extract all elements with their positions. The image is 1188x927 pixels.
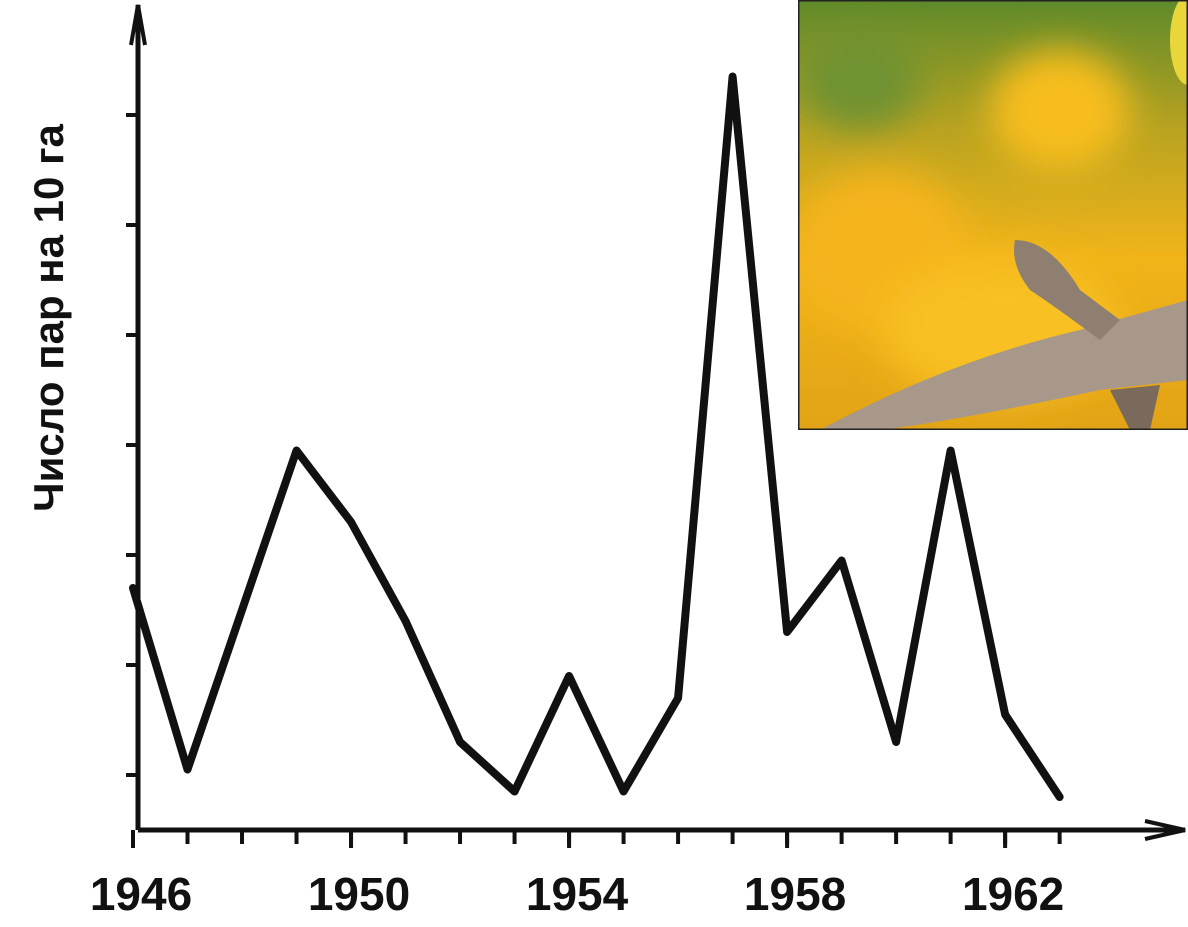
x-tick-label: 1962 (962, 868, 1064, 920)
x-tick-label: 1958 (744, 868, 846, 920)
y-axis-label: Число пар на 10 га (25, 123, 72, 511)
x-tick-label: 1946 (90, 868, 192, 920)
chart: Число пар на 10 га 1946 1950 1954 1958 1962 (0, 0, 1188, 927)
x-tick-label: 1954 (526, 868, 629, 920)
x-tick-label: 1950 (308, 868, 410, 920)
photo-inset (790, 0, 1188, 430)
